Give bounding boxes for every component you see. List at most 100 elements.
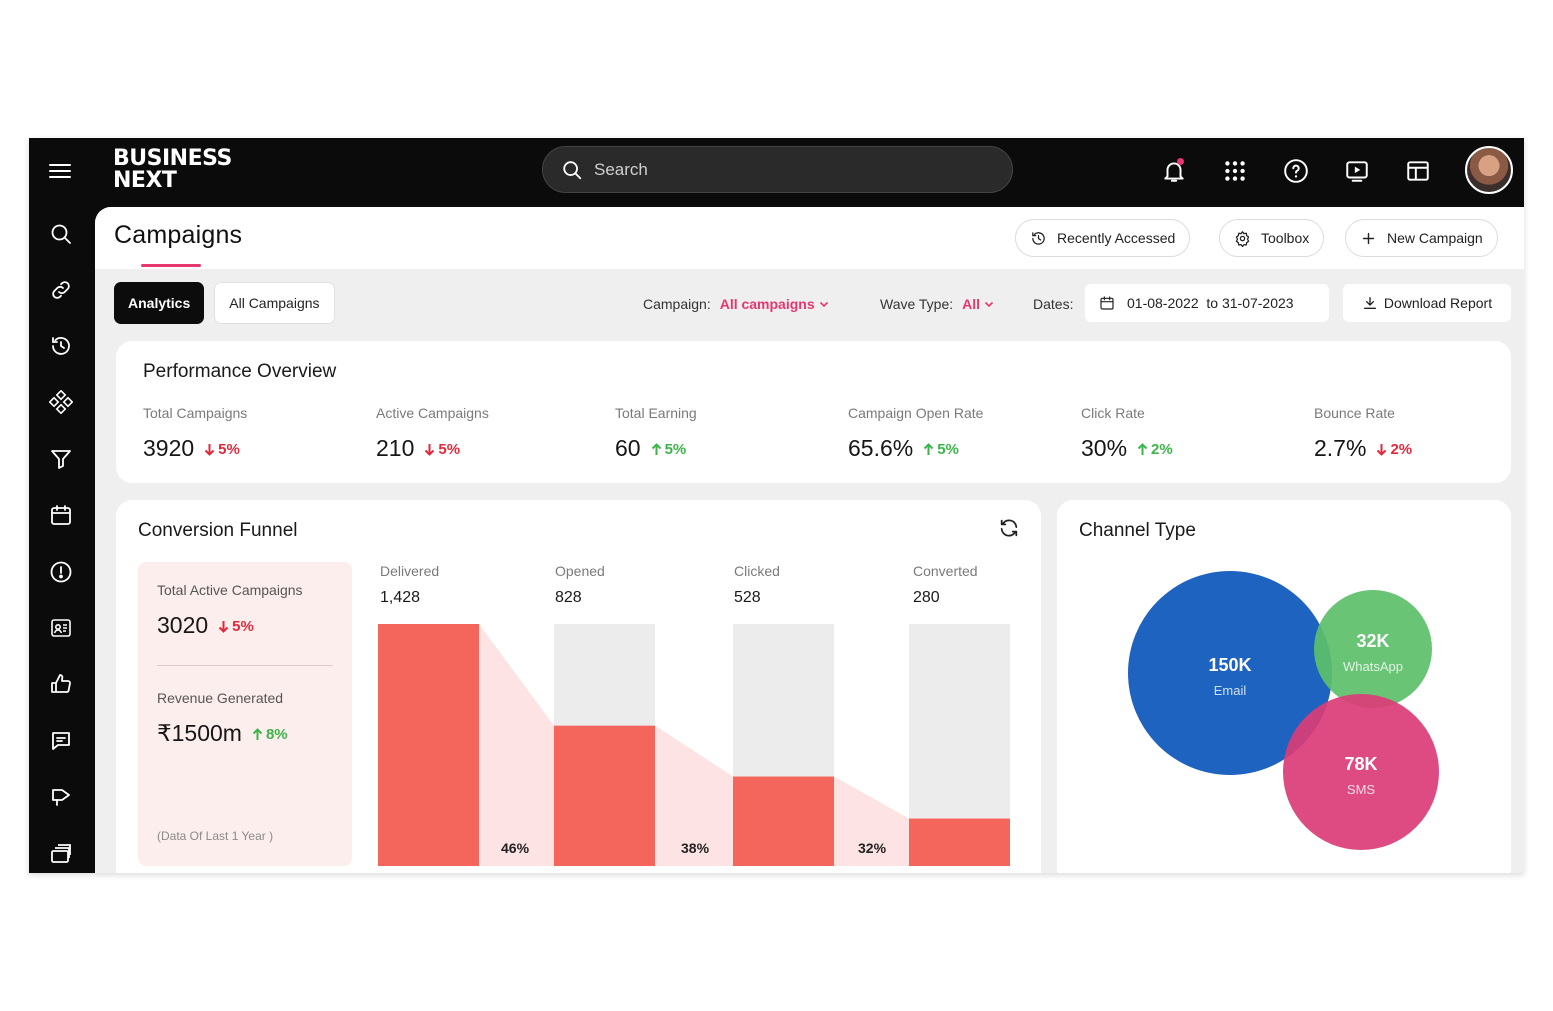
play-video-icon[interactable] — [1340, 154, 1374, 188]
search-icon — [563, 160, 582, 179]
campaign-filter[interactable]: Campaign: All campaigns — [643, 285, 829, 323]
metric: Active Campaigns 210 5% — [376, 405, 489, 462]
date-range-picker[interactable]: 01-08-2022 to 31-07-2023 — [1085, 284, 1329, 322]
metric-change-text: 2% — [1151, 441, 1173, 458]
metric-value: 30% — [1081, 435, 1128, 461]
wave-type-filter[interactable]: Wave Type: All — [880, 285, 994, 323]
campaign-filter-value[interactable]: All campaigns — [720, 296, 829, 312]
funnel-bar[interactable] — [909, 818, 1010, 866]
download-report-button[interactable]: Download Report — [1343, 284, 1511, 322]
notification-dot — [1177, 158, 1184, 165]
arrow-down-icon — [1377, 444, 1387, 456]
history-icon — [1032, 231, 1045, 245]
main-content: Campaigns Recently Accessed Toolbox New … — [95, 207, 1524, 873]
id-card-icon[interactable] — [48, 615, 74, 641]
metric: Campaign Open Rate 65.6% 5% — [848, 405, 983, 462]
arrow-up-icon — [1137, 443, 1148, 455]
metric-label: Total Campaigns — [143, 405, 248, 421]
search-placeholder: Search — [594, 159, 648, 179]
modules-icon[interactable] — [48, 389, 74, 415]
download-icon — [1363, 297, 1376, 309]
funnel-stage-value: 528 — [734, 589, 761, 606]
logo-line-1: BUSINESS — [113, 146, 232, 171]
metric-value: 3920 — [143, 435, 195, 461]
funnel-stage-label: Opened — [555, 563, 605, 579]
title-underline — [141, 264, 201, 267]
funnel-conversion-pct: 32% — [858, 840, 887, 856]
calendar-icon[interactable] — [48, 502, 74, 528]
arrow-up-icon — [651, 443, 661, 455]
tab-all-campaigns[interactable]: All Campaigns — [214, 282, 335, 324]
refresh-icon[interactable] — [998, 517, 1020, 539]
history-icon[interactable] — [48, 333, 74, 359]
funnel-connector — [834, 776, 909, 866]
new-campaign-label: New Campaign — [1387, 230, 1483, 246]
toolbox-button[interactable]: Toolbox — [1219, 219, 1325, 257]
metric: Total Campaigns 3920 5% — [143, 405, 247, 462]
avatar[interactable] — [1465, 146, 1513, 194]
funnel-bar[interactable] — [378, 624, 479, 866]
channel-bubble-whatsapp[interactable] — [1314, 590, 1432, 708]
performance-overview-card: Performance Overview Total Campaigns 3920… — [116, 341, 1511, 483]
search-icon[interactable] — [48, 221, 74, 247]
funnel-chart — [378, 624, 1010, 866]
link-icon[interactable] — [48, 277, 74, 303]
metric-value-row: 2.7% 2% — [1314, 435, 1412, 462]
metric-change: 5% — [923, 441, 959, 458]
revenue-value: ₹1500m 8% — [157, 720, 288, 747]
tab-analytics[interactable]: Analytics — [114, 282, 205, 324]
metric-label: Total Earning — [615, 405, 697, 421]
bell-icon[interactable] — [1157, 154, 1191, 188]
help-icon[interactable] — [1279, 154, 1313, 188]
campaign-icon[interactable] — [48, 784, 74, 810]
channel-bubble-sms[interactable] — [1283, 694, 1439, 850]
recently-accessed-button[interactable]: Recently Accessed — [1015, 219, 1191, 257]
funnel-stage-value: 280 — [913, 589, 940, 606]
metric-change: 5% — [204, 441, 240, 458]
wave-type-text: All — [962, 296, 981, 312]
funnel-summary: Total Active Campaigns 3020 5% Revenue G… — [138, 562, 352, 866]
channel-type-card: Channel Type 150K Email 32K WhatsApp 78K SMS — [1057, 500, 1511, 873]
metric-change: 5% — [424, 441, 460, 458]
arrow-down-icon — [425, 444, 435, 456]
metric-change: 2% — [1137, 441, 1173, 458]
layout-icon[interactable] — [1401, 154, 1435, 188]
channel-label: SMS — [1347, 782, 1376, 797]
metric: Bounce Rate 2.7% 2% — [1314, 405, 1412, 462]
campaign-filter-label: Campaign: — [643, 296, 711, 312]
channel-type-title: Channel Type — [1079, 520, 1196, 541]
total-active-label: Total Active Campaigns — [157, 582, 303, 598]
funnel-stage-label: Delivered — [380, 563, 440, 579]
filter-icon[interactable] — [48, 446, 74, 472]
wave-type-value[interactable]: All — [962, 296, 994, 312]
dates-label: Dates: — [1033, 296, 1074, 312]
funnel-stage-label: Converted — [913, 563, 978, 579]
alert-icon[interactable] — [48, 559, 74, 585]
metric-value: 2.7% — [1314, 435, 1367, 461]
menu-icon[interactable] — [49, 160, 71, 180]
new-campaign-button[interactable]: New Campaign — [1345, 219, 1498, 257]
funnel-bar[interactable] — [733, 776, 834, 866]
revenue-number: ₹1500m — [157, 720, 242, 746]
summary-divider — [157, 665, 333, 666]
logo[interactable]: BUSINESS NEXT — [113, 148, 232, 192]
channel-bubble-email[interactable] — [1128, 571, 1332, 775]
metric: Total Earning 60 5% — [615, 405, 697, 462]
gear-icon — [1235, 230, 1250, 247]
channel-bubble-chart: 150K Email 32K WhatsApp 78K SMS — [1128, 571, 1439, 850]
toolbox-label: Toolbox — [1261, 230, 1310, 246]
search-input[interactable]: Search — [542, 146, 1013, 193]
metric-label: Active Campaigns — [376, 405, 489, 421]
total-active-change-text: 5% — [232, 618, 254, 635]
date-range-value: 01-08-2022 to 31-07-2023 — [1127, 295, 1294, 311]
conversion-funnel-title: Conversion Funnel — [138, 520, 298, 541]
funnel-stage-value: 1,428 — [380, 589, 421, 606]
thumbs-up-icon[interactable] — [48, 671, 74, 697]
funnel-bar[interactable] — [554, 725, 655, 866]
view-tabs: Analytics All Campaigns — [114, 282, 335, 324]
apps-grid-icon[interactable] — [1218, 154, 1252, 188]
message-icon[interactable] — [48, 728, 74, 754]
stack-icon[interactable] — [48, 841, 74, 867]
funnel-conversion-pct: 38% — [681, 840, 710, 856]
channel-label: WhatsApp — [1343, 659, 1403, 674]
